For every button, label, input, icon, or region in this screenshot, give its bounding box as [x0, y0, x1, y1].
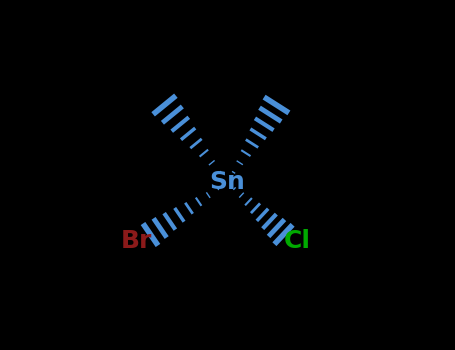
Text: Cl: Cl [284, 230, 311, 253]
Text: Sn: Sn [210, 170, 245, 194]
Text: Br: Br [121, 230, 152, 253]
